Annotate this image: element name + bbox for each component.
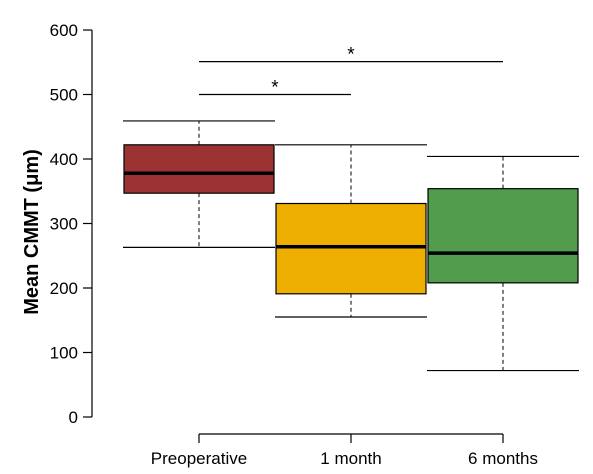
y-tick-label: 400 bbox=[50, 150, 78, 169]
box-group bbox=[427, 155, 579, 372]
y-tick-label: 300 bbox=[50, 215, 78, 234]
boxes bbox=[123, 120, 579, 372]
significance-label: * bbox=[271, 78, 279, 99]
y-axis-title: Mean CMMT (μm) bbox=[21, 149, 43, 315]
y-tick-label: 200 bbox=[50, 279, 78, 298]
x-tick-label: 1 month bbox=[320, 449, 381, 468]
box bbox=[123, 144, 275, 194]
axes: 0 100 200 300 400 500 600 Preoperative 1 month 6 … bbox=[50, 21, 538, 468]
y-tick-label: 600 bbox=[50, 21, 78, 40]
significance-annotations: ** bbox=[199, 45, 503, 99]
box-group bbox=[123, 120, 275, 248]
significance-label: * bbox=[347, 45, 355, 66]
y-tick-label: 500 bbox=[50, 86, 78, 105]
box bbox=[427, 188, 579, 284]
y-tick-label: 100 bbox=[50, 344, 78, 363]
box bbox=[275, 202, 427, 295]
x-tick-label: 6 months bbox=[468, 449, 538, 468]
x-tick-label: Preoperative bbox=[151, 449, 247, 468]
y-tick-label: 0 bbox=[69, 408, 78, 427]
box-group bbox=[275, 144, 427, 318]
